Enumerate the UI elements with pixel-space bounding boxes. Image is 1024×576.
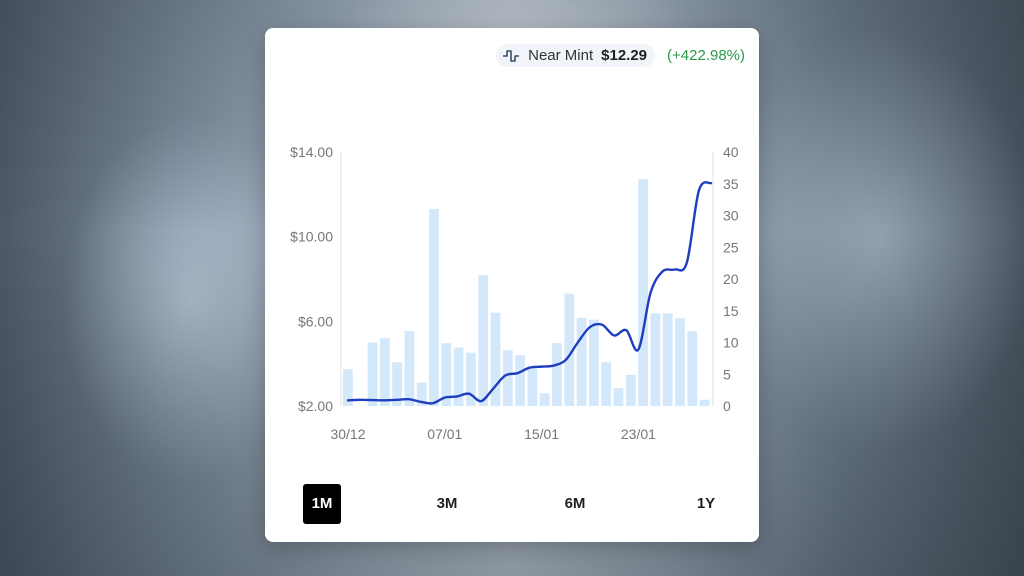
- left-tick-label: $6.00: [298, 313, 333, 329]
- volume-bar: [613, 388, 624, 406]
- volume-bar: [453, 347, 464, 406]
- right-tick-label: 25: [723, 239, 739, 255]
- right-tick-label: 30: [723, 208, 739, 224]
- right-tick-label: 15: [723, 303, 739, 319]
- x-tick-label: 15/01: [524, 426, 559, 442]
- volume-bar: [367, 342, 378, 406]
- volume-bar: [515, 355, 525, 406]
- x-tick-label: 23/01: [621, 426, 656, 442]
- volume-bar: [404, 331, 415, 406]
- right-tick-label: 10: [723, 335, 739, 351]
- right-tick-label: 0: [723, 398, 731, 414]
- volume-bar: [576, 317, 587, 406]
- volume-bar: [589, 319, 599, 406]
- range-button-3m[interactable]: 3M: [436, 495, 458, 512]
- volume-bar: [490, 312, 501, 406]
- right-tick-label: 35: [723, 176, 739, 192]
- price-history-icon: [503, 49, 520, 62]
- x-axis-ticks: 30/12 07/01 15/01 23/01: [330, 426, 656, 442]
- left-tick-label: $2.00: [298, 398, 333, 414]
- price-line: [346, 181, 713, 405]
- volume-bar: [379, 338, 390, 406]
- condition-badge[interactable]: Near Mint $12.29: [496, 44, 656, 67]
- price-change: (+422.98%): [667, 47, 745, 64]
- volume-bar: [699, 399, 710, 406]
- range-button-6m[interactable]: 6M: [564, 495, 586, 512]
- volume-bar: [687, 331, 698, 406]
- volume-bar: [527, 367, 538, 406]
- volume-bar: [429, 209, 439, 406]
- volume-bar: [392, 362, 402, 406]
- range-selector: 1M 3M 6M 1Y: [303, 484, 721, 524]
- price-history-card: Near Mint $12.29 (+422.98%) $2.00 $6.00 $1…: [265, 28, 759, 542]
- volume-bar: [478, 275, 489, 406]
- left-tick-label: $10.00: [290, 229, 333, 245]
- volume-bar: [502, 350, 513, 406]
- volume-bar: [662, 313, 673, 406]
- volume-bar: [625, 374, 636, 406]
- right-tick-label: 40: [723, 144, 739, 160]
- volume-bar: [675, 318, 685, 406]
- volume-bar: [539, 393, 550, 406]
- volume-bar: [638, 179, 648, 406]
- volume-bar: [416, 382, 427, 406]
- range-button-1m[interactable]: 1M: [303, 484, 341, 524]
- x-tick-label: 07/01: [427, 426, 462, 442]
- volume-bar: [650, 313, 661, 406]
- volume-bar: [601, 362, 612, 406]
- range-button-1y[interactable]: 1Y: [696, 495, 716, 512]
- volume-bars: [343, 179, 710, 406]
- left-axis-ticks: $2.00 $6.00 $10.00 $14.00: [290, 144, 333, 414]
- condition-label: Near Mint: [528, 47, 594, 64]
- right-tick-label: 20: [723, 271, 739, 287]
- left-tick-label: $14.00: [290, 144, 333, 160]
- right-axis-ticks: 0 5 10 15 20 25 30 35 40: [723, 144, 739, 414]
- volume-bar: [564, 293, 575, 406]
- price-summary: Near Mint $12.29 (+422.98%): [496, 44, 745, 67]
- volume-bar: [441, 343, 452, 406]
- volume-bar: [466, 352, 476, 406]
- right-tick-label: 5: [723, 366, 731, 382]
- x-tick-label: 30/12: [330, 426, 365, 442]
- current-price: $12.29: [601, 47, 648, 64]
- price-volume-chart: $2.00$6.00$10.00$14.00 0510152025303540 …: [290, 144, 739, 442]
- volume-bar: [552, 343, 562, 406]
- volume-bar: [343, 369, 353, 406]
